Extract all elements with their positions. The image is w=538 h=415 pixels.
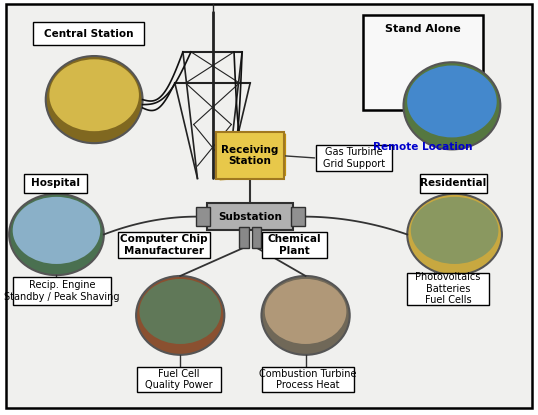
Text: Receiving
Station: Receiving Station xyxy=(222,145,279,166)
FancyBboxPatch shape xyxy=(118,232,210,258)
FancyBboxPatch shape xyxy=(252,227,261,248)
FancyBboxPatch shape xyxy=(262,232,327,258)
FancyBboxPatch shape xyxy=(407,273,489,305)
FancyBboxPatch shape xyxy=(239,227,249,248)
Text: Combustion Turbine
Process Heat: Combustion Turbine Process Heat xyxy=(259,369,357,391)
FancyBboxPatch shape xyxy=(420,174,487,193)
Ellipse shape xyxy=(411,197,498,264)
FancyBboxPatch shape xyxy=(13,277,111,305)
Text: Central Station: Central Station xyxy=(44,29,133,39)
FancyBboxPatch shape xyxy=(216,132,284,179)
FancyBboxPatch shape xyxy=(291,207,305,226)
Text: Substation: Substation xyxy=(218,212,282,222)
Ellipse shape xyxy=(9,194,104,275)
Ellipse shape xyxy=(404,62,500,149)
Text: Recip. Engine
Standby / Peak Shaving: Recip. Engine Standby / Peak Shaving xyxy=(4,280,120,302)
Text: Computer Chip
Manufacturer: Computer Chip Manufacturer xyxy=(120,234,208,256)
FancyBboxPatch shape xyxy=(207,203,294,230)
FancyBboxPatch shape xyxy=(137,367,221,392)
FancyBboxPatch shape xyxy=(6,4,532,408)
Text: Photovoltaics
Batteries
Fuel Cells: Photovoltaics Batteries Fuel Cells xyxy=(415,272,480,305)
Ellipse shape xyxy=(265,279,346,344)
Ellipse shape xyxy=(49,59,139,131)
Polygon shape xyxy=(220,172,286,180)
Text: Fuel Cell
Quality Power: Fuel Cell Quality Power xyxy=(145,369,213,391)
Text: Remote Location: Remote Location xyxy=(373,142,472,152)
FancyBboxPatch shape xyxy=(262,367,354,392)
Ellipse shape xyxy=(136,276,224,355)
Ellipse shape xyxy=(407,66,497,137)
Ellipse shape xyxy=(46,56,143,143)
FancyBboxPatch shape xyxy=(363,15,483,110)
Text: Residential: Residential xyxy=(420,178,487,188)
Ellipse shape xyxy=(139,279,221,344)
Ellipse shape xyxy=(261,276,350,355)
FancyBboxPatch shape xyxy=(33,22,144,45)
FancyBboxPatch shape xyxy=(24,174,87,193)
Text: Gas Turbine
Grid Support: Gas Turbine Grid Support xyxy=(323,147,385,169)
Text: Chemical
Plant: Chemical Plant xyxy=(268,234,321,256)
Polygon shape xyxy=(281,134,286,176)
FancyBboxPatch shape xyxy=(316,145,392,171)
Text: Stand Alone: Stand Alone xyxy=(385,24,461,34)
Text: Hospital: Hospital xyxy=(31,178,80,188)
FancyBboxPatch shape xyxy=(195,207,210,226)
Ellipse shape xyxy=(407,194,502,275)
Ellipse shape xyxy=(13,197,100,264)
